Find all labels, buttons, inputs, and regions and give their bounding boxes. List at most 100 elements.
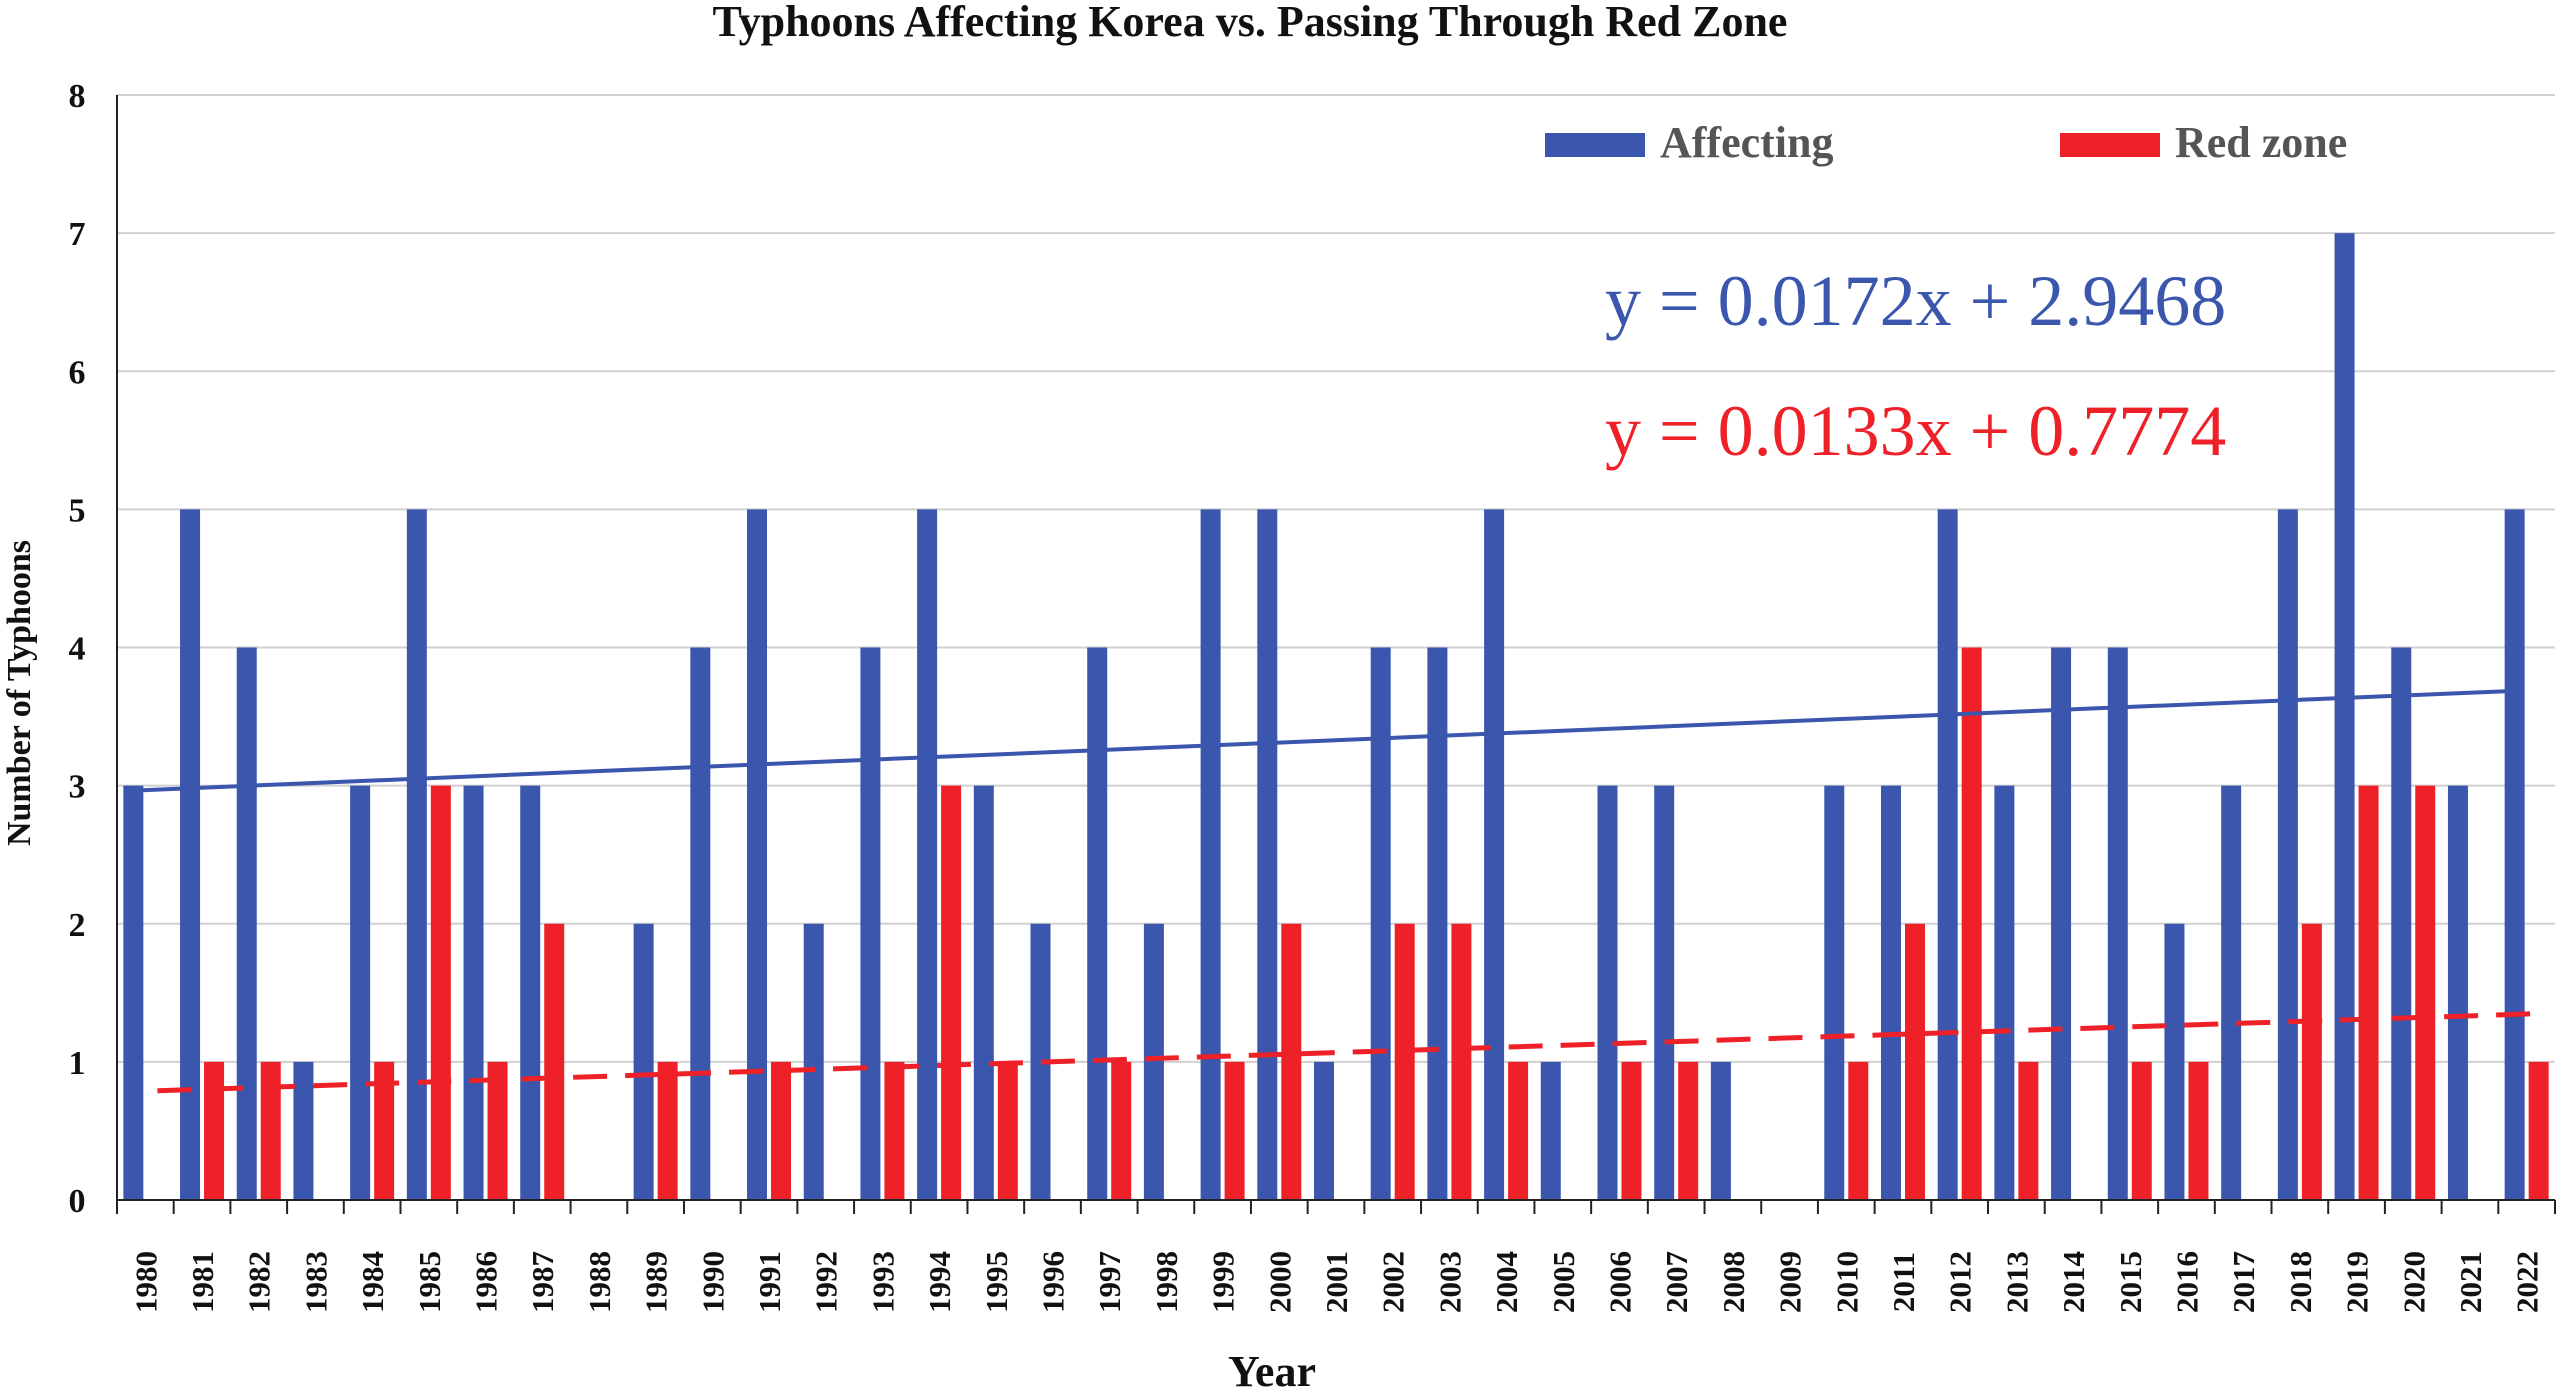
bar-affecting [1143,923,1164,1200]
legend-label: Red zone [2175,118,2347,167]
bar-affecting [1597,785,1618,1200]
y-tick-label: 1 [69,1045,86,1082]
legend-swatch [1545,133,1645,157]
bar-affecting [1257,509,1278,1200]
bar-red-zone [1111,1061,1132,1200]
x-tick-label: 1998 [1149,1251,1184,1313]
bar-affecting [350,785,371,1200]
bar-affecting [1427,647,1448,1200]
bar-red-zone [2188,1061,2209,1200]
x-tick-label: 2009 [1773,1251,1808,1313]
bar-red-zone [2131,1061,2152,1200]
x-tick-label: 2000 [1262,1251,1297,1313]
bar-red-zone [2018,1061,2039,1200]
x-tick-label: 1982 [242,1251,277,1313]
bar-affecting [2504,509,2525,1200]
x-tick-label: 1987 [525,1251,560,1313]
bar-red-zone [1678,1061,1699,1200]
bar-affecting [2107,647,2128,1200]
axes [116,95,2556,1214]
trendlines [133,688,2539,1094]
bar-affecting [520,785,541,1200]
x-tick-label: 1993 [865,1251,900,1313]
bar-red-zone [2358,785,2379,1200]
bar-affecting [1200,509,1221,1200]
bar-affecting [1994,785,2015,1200]
bar-red-zone [430,785,451,1200]
bar-affecting [1030,923,1051,1200]
y-tick-label: 7 [69,216,86,253]
bar-affecting [1087,647,1108,1200]
bar-red-zone [2528,1061,2549,1200]
bar-affecting [1654,785,1675,1200]
bar-red-zone [1621,1061,1642,1200]
x-tick-label: 1995 [979,1251,1014,1313]
x-tick-label: 2016 [2169,1251,2204,1313]
x-tick-label: 1988 [582,1251,617,1313]
x-tick-label: 2012 [1943,1251,1978,1313]
bar-red-zone [997,1061,1018,1200]
x-tick-label: 2005 [1546,1251,1581,1313]
bar-affecting [180,509,201,1200]
bar-affecting [1880,785,1901,1200]
x-tick-label: 1996 [1036,1251,1071,1313]
bar-red-zone [260,1061,281,1200]
bar-affecting [2391,647,2412,1200]
trendline-affecting [133,688,2515,793]
x-axis-label: Year [1228,1347,1316,1395]
bar-red-zone [884,1061,905,1200]
bar-affecting [2447,785,2468,1200]
bar-affecting [406,509,427,1200]
x-tick-label: 2013 [1999,1251,2034,1313]
bar-red-zone [941,785,962,1200]
y-tick-label: 5 [69,492,86,529]
x-tick-label: 2006 [1602,1251,1637,1313]
x-tick-label: 2020 [2396,1251,2431,1313]
bar-red-zone [2301,923,2322,1200]
x-tick-label: 2007 [1659,1251,1694,1313]
bar-affecting [1370,647,1391,1200]
bar-red-zone [771,1061,792,1200]
x-tick-label: 2003 [1432,1251,1467,1313]
x-tick-label: 2014 [2056,1251,2091,1313]
trend-equation: y = 0.0133x + 0.7774 [1605,391,2226,471]
bar-red-zone [1224,1061,1245,1200]
bar-affecting [747,509,768,1200]
bar-red-zone [1508,1061,1529,1200]
legend-label: Affecting [1660,118,1834,167]
bar-red-zone [2415,785,2436,1200]
bar-affecting [803,923,824,1200]
bar-red-zone [544,923,565,1200]
x-tick-label: 1990 [695,1251,730,1313]
y-tick-label: 8 [69,78,86,115]
bar-affecting [1710,1061,1731,1200]
bar-affecting [1484,509,1505,1200]
y-axis-ticks: 0 1 2 3 4 5 6 7 8 [69,78,86,1220]
bar-affecting [2164,923,2185,1200]
x-tick-label: 1989 [639,1251,674,1313]
bar-red-zone [1394,923,1415,1200]
legend-swatch [2060,133,2160,157]
x-axis-ticks: 1980 1981 1982 1983 1984 1985 1986 1987 1988 1989… [128,1251,2544,1313]
bar-red-zone [487,1061,508,1200]
legend: Affecting Red zone [1545,118,2347,167]
trend-equations: y = 0.0172x + 2.9468 y = 0.0133x + 0.7774 [1605,261,2226,471]
bar-affecting [293,1061,314,1200]
x-tick-label: 2015 [2113,1251,2148,1313]
bar-affecting [917,509,938,1200]
bar-affecting [1314,1061,1334,1200]
x-tick-label: 2004 [1489,1251,1524,1313]
bar-affecting [1540,1061,1561,1200]
bar-affecting [633,923,654,1200]
y-tick-label: 6 [69,354,86,391]
bar-affecting [2277,509,2298,1200]
bar-red-zone [657,1061,678,1200]
x-tick-label: 2022 [2510,1251,2545,1313]
x-tick-label: 1991 [752,1251,787,1313]
x-tick-label: 2008 [1716,1251,1751,1313]
x-tick-label: 2017 [2226,1251,2261,1313]
x-tick-label: 1983 [298,1251,333,1313]
bar-affecting [1824,785,1845,1200]
bar-affecting [2334,233,2355,1200]
